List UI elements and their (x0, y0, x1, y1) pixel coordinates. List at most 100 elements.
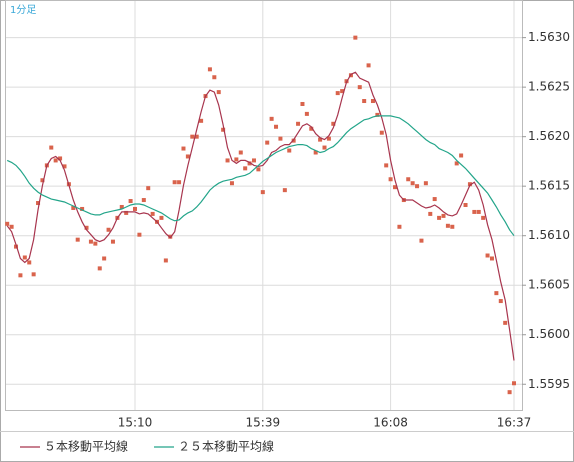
price-point (172, 180, 177, 185)
plot-area (5, 0, 523, 411)
price-point (269, 116, 274, 121)
price-point (340, 89, 345, 94)
moving-average-line (6, 71, 515, 361)
price-point (53, 158, 58, 163)
price-point (106, 227, 111, 232)
price-point (234, 157, 239, 162)
price-point (335, 91, 340, 96)
y-tick-label: 1.5605 (528, 278, 570, 292)
price-point (185, 154, 190, 159)
x-tick-label: 15:10 (118, 416, 153, 430)
price-point (393, 185, 398, 190)
chart-subtitle: 1分足 (10, 4, 36, 16)
price-point (397, 224, 402, 229)
price-point (375, 112, 380, 117)
price-point (238, 150, 243, 155)
y-tick-label: 1.5625 (528, 80, 570, 94)
price-point (415, 184, 420, 189)
price-point (322, 145, 327, 150)
price-point (181, 146, 186, 151)
price-point (309, 126, 314, 131)
price-point (159, 215, 164, 220)
price-point (463, 203, 468, 207)
price-point (423, 181, 428, 186)
price-point (428, 211, 433, 216)
price-point (133, 206, 138, 211)
price-point (97, 266, 102, 271)
price-point (498, 299, 503, 304)
price-point (75, 237, 80, 242)
price-point (194, 134, 199, 139)
y-tick-label: 1.5595 (528, 377, 570, 391)
price-point (406, 177, 411, 182)
price-point (216, 90, 221, 95)
price-point (229, 181, 234, 186)
price-point (437, 215, 442, 220)
price-point (296, 121, 301, 126)
price-point (243, 166, 248, 171)
y-tick-label: 1.5630 (528, 30, 570, 44)
price-point (370, 99, 375, 104)
price-point (22, 255, 27, 260)
price-point (141, 198, 146, 203)
price-point (326, 136, 331, 141)
price-point (304, 111, 309, 116)
price-point (168, 234, 173, 239)
price-point (450, 224, 455, 229)
price-point (362, 99, 367, 104)
price-point (512, 381, 517, 386)
price-point (494, 291, 499, 296)
price-point (84, 225, 89, 230)
price-point (432, 197, 437, 202)
legend-label: ５本移動平均線 (44, 439, 128, 454)
price-point (58, 156, 63, 161)
price-point (190, 134, 195, 139)
price-point (119, 204, 124, 209)
price-point (274, 124, 279, 129)
price-point (503, 320, 508, 325)
price-point (177, 180, 182, 185)
y-tick-label: 1.5610 (528, 228, 570, 242)
price-point (467, 182, 472, 187)
price-point (5, 221, 10, 226)
price-point (287, 148, 292, 153)
price-point (357, 85, 362, 90)
price-point (18, 273, 23, 278)
price-point (410, 181, 415, 186)
price-point (441, 213, 446, 218)
price-point (163, 258, 168, 263)
price-point (71, 205, 76, 210)
price-point (489, 256, 494, 261)
price-point (36, 201, 41, 206)
price-point (300, 101, 305, 106)
y-tick-label: 1.5615 (528, 179, 570, 193)
price-point (137, 232, 142, 237)
price-point (459, 153, 464, 158)
x-tick-label: 16:37 (497, 416, 532, 430)
price-point (313, 150, 318, 155)
price-point (146, 186, 151, 191)
price-point (454, 161, 459, 166)
price-point (507, 390, 512, 395)
price-point (260, 190, 265, 195)
price-point (150, 211, 155, 216)
price-point (199, 118, 204, 123)
price-point (291, 138, 296, 143)
price-point (110, 239, 115, 244)
price-point (9, 224, 14, 229)
price-point (62, 164, 67, 169)
price-point (212, 75, 217, 80)
price-point (472, 209, 477, 214)
price-point (102, 256, 107, 261)
price-point (80, 206, 85, 211)
price-point (353, 35, 358, 40)
moving-average-line (6, 115, 515, 237)
y-tick-label: 1.5620 (528, 129, 570, 143)
price-point (225, 158, 230, 163)
price-point (124, 210, 129, 215)
price-point (88, 239, 93, 244)
price-point (251, 158, 256, 163)
price-point (282, 188, 287, 193)
